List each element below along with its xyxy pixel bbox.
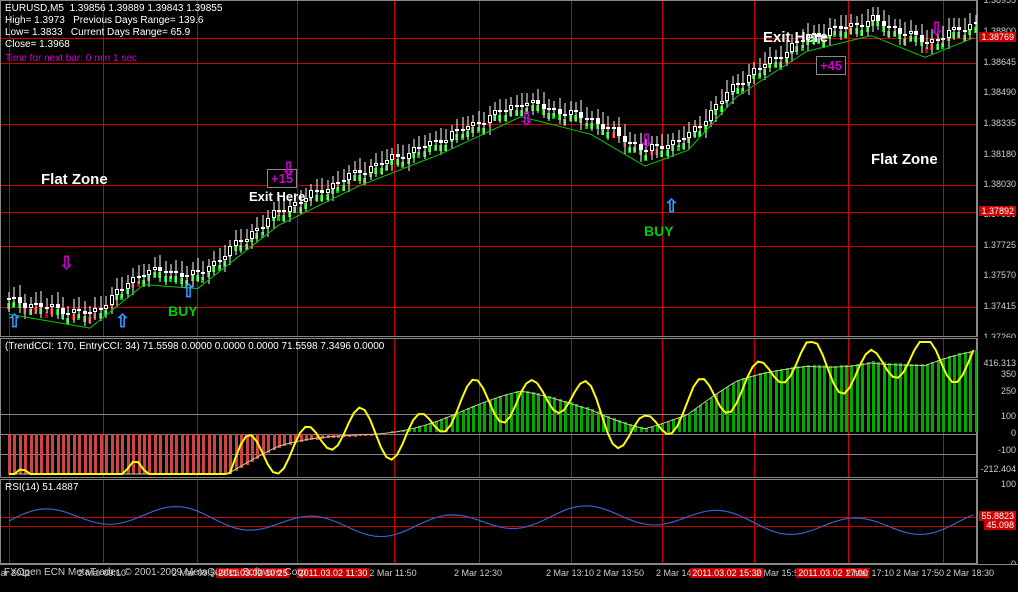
low-label: Low= 1.3833 Current Days Range= 65.9	[5, 27, 190, 38]
x-tick: 2 Mar 13:10	[546, 568, 594, 578]
x-tick: 2 Mar 11:50	[369, 568, 416, 578]
annotation-pips: +45	[816, 56, 846, 75]
x-tick: 2 Mar 12:30	[454, 568, 502, 578]
main-price-panel[interactable]: Flat ZoneFlat ZoneBUYBUYExit HereExit He…	[0, 0, 977, 337]
arrow-up-icon: ⇧	[181, 281, 196, 302]
arrow-up-icon: ⇧	[115, 311, 130, 332]
arrow-up-icon: ⇧	[7, 311, 22, 332]
annotation-buy: BUY	[168, 303, 198, 319]
x-tick: 2 Mar 18:30	[946, 568, 994, 578]
cci-label: (TrendCCI: 170, EntryCCI: 34) 71.5598 0.…	[5, 341, 384, 352]
close-label: Close= 1.3968	[5, 39, 70, 50]
copyright: FXOpen ECN MetaTrader, © 2001-2009 MetaQ…	[4, 567, 309, 578]
arrow-down-icon: ⇩	[639, 131, 654, 152]
rsi-panel[interactable]: RSI(14) 51.4887	[0, 479, 977, 564]
y-axis-rsi: 100055.882345.098	[977, 479, 1018, 564]
chart-container: Flat ZoneFlat ZoneBUYBUYExit HereExit He…	[0, 0, 1018, 592]
x-tick: 2 Mar 17:50	[896, 568, 944, 578]
annotation-flat: Flat Zone	[871, 151, 938, 168]
arrow-down-icon: ⇩	[519, 109, 534, 130]
y-axis-cci: 416.3133502501000-100-212.404	[977, 338, 1018, 478]
cci-panel[interactable]: (TrendCCI: 170, EntryCCI: 34) 71.5598 0.…	[0, 338, 977, 478]
arrow-up-icon: ⇧	[664, 196, 679, 217]
arrow-down-icon: ⇩	[59, 253, 74, 274]
arrow-down-icon: ⇩	[281, 159, 296, 180]
high-label: High= 1.3973 Previous Days Range= 139.6	[5, 15, 203, 26]
rsi-label: RSI(14) 51.4887	[5, 482, 78, 493]
x-tick: 2 Mar 13:50	[596, 568, 644, 578]
x-tick: 2 Mar 17:10	[846, 568, 894, 578]
cci-m100-line	[1, 454, 976, 455]
cci-zero-line	[1, 434, 976, 435]
x-tick: 2011.03.02 15:30	[690, 568, 763, 578]
symbol-label: EURUSD,M5 1.39856 1.39889 1.39843 1.3985…	[5, 3, 222, 14]
y-axis-main: 1.389551.388001.386451.384901.383351.381…	[977, 0, 1018, 337]
annotation-buy: BUY	[644, 223, 674, 239]
arrow-down-icon: ⇩	[929, 19, 944, 40]
